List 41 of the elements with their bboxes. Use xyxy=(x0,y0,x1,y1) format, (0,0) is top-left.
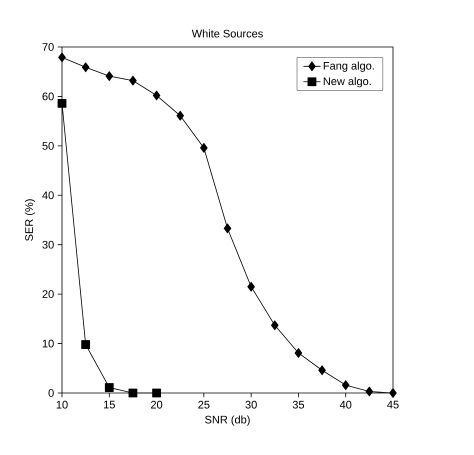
y-tick-label: 40 xyxy=(42,191,54,200)
point xyxy=(58,98,66,108)
y-tick-label: 70 xyxy=(42,43,54,51)
y-tick-label: 10 xyxy=(42,340,54,348)
point xyxy=(200,142,208,153)
legend-label: Fang algo. xyxy=(324,62,374,72)
x-tick-label: 15 xyxy=(104,400,115,408)
legend-label: New algo. xyxy=(324,77,371,88)
x-tick-label: 30 xyxy=(245,400,257,409)
y-tick-label: 30 xyxy=(42,240,54,249)
point xyxy=(176,110,184,121)
point xyxy=(129,76,137,86)
x-tick-label: 40 xyxy=(340,400,352,409)
y-tick-label: 50 xyxy=(42,142,54,150)
x-tick-label: 20 xyxy=(151,400,162,409)
point xyxy=(58,52,66,62)
point xyxy=(81,340,90,349)
y-tick-label: 60 xyxy=(42,92,54,100)
x-tick-label: 10 xyxy=(56,400,68,409)
x-tick-label: 45 xyxy=(387,400,399,408)
y-tick-label: 0 xyxy=(48,389,54,397)
point xyxy=(389,388,397,398)
x-tick-label: 25 xyxy=(198,400,210,409)
point xyxy=(104,383,114,392)
x-axis-title: SNR (db) xyxy=(205,415,250,426)
y-tick-label: 20 xyxy=(42,290,54,298)
y-axis-title: SER (%) xyxy=(24,199,36,241)
point xyxy=(366,386,374,396)
point xyxy=(152,388,161,398)
point xyxy=(224,223,232,234)
point xyxy=(82,62,90,72)
x-tick-label: 35 xyxy=(292,400,304,409)
point xyxy=(128,388,138,398)
chart-title: White Sources xyxy=(192,29,263,38)
point xyxy=(152,90,160,100)
point xyxy=(106,71,114,82)
point xyxy=(342,380,350,390)
point xyxy=(271,320,279,330)
point xyxy=(247,282,255,292)
point xyxy=(294,348,302,358)
point xyxy=(318,365,326,376)
